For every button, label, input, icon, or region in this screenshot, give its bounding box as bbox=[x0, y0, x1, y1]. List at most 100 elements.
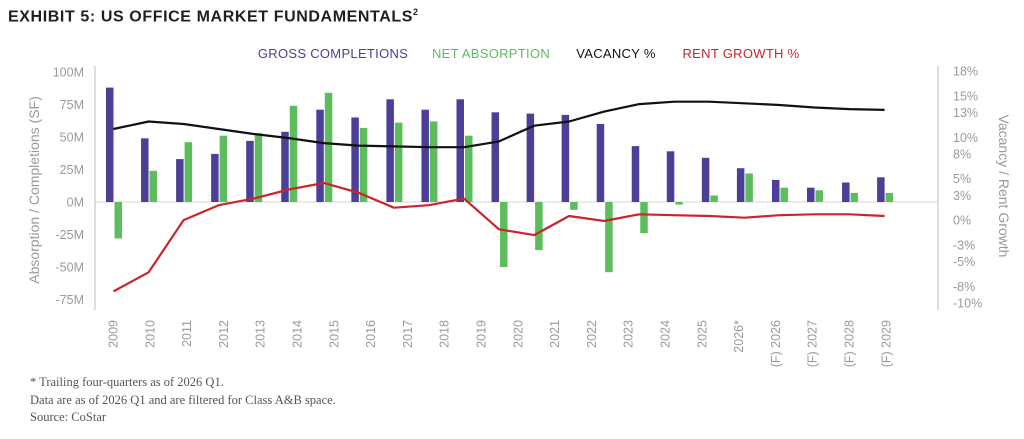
completions-bar bbox=[456, 99, 464, 202]
completions-bar bbox=[877, 177, 885, 202]
absorption-bar bbox=[149, 170, 158, 202]
footnotes: * Trailing four-quarters as of 2026 Q1. … bbox=[30, 374, 336, 427]
right-tick-label: -10% bbox=[953, 297, 982, 311]
absorption-bar bbox=[359, 127, 368, 202]
x-tick-label: 2009 bbox=[107, 320, 121, 348]
bar-marks bbox=[106, 87, 894, 273]
absorption-bar bbox=[289, 105, 298, 202]
absorption-bar bbox=[675, 202, 683, 205]
absorption-bar bbox=[219, 135, 228, 202]
right-tick-label: 5% bbox=[953, 172, 971, 186]
absorption-bar bbox=[324, 92, 333, 202]
absorption-bar bbox=[535, 202, 543, 251]
x-tick-label: 2014 bbox=[291, 320, 305, 348]
left-tick-label: 100M bbox=[53, 66, 84, 80]
x-tick-label: (F) 2027 bbox=[806, 320, 820, 367]
right-tick-label: 10% bbox=[953, 131, 978, 145]
completions-bar bbox=[491, 112, 500, 202]
x-tick-label: 2010 bbox=[143, 320, 157, 348]
x-tick-label: 2017 bbox=[401, 320, 415, 348]
completions-bar bbox=[211, 153, 219, 202]
footnote-filter: Data are as of 2026 Q1 and are filtered … bbox=[30, 392, 336, 407]
rent-growth-line bbox=[112, 181, 885, 293]
legend-net-absorption: NET ABSORPTION bbox=[432, 46, 550, 61]
completions-bar bbox=[421, 109, 429, 202]
x-tick-label: (F) 2029 bbox=[879, 320, 893, 367]
left-tick-label: 50M bbox=[60, 131, 84, 145]
absorption-bar bbox=[710, 195, 718, 202]
absorption-bar bbox=[605, 202, 613, 273]
x-tick-label: 2016 bbox=[364, 320, 378, 348]
completions-bar bbox=[736, 168, 745, 202]
footnote-source: Source: CoStar bbox=[30, 410, 107, 424]
absorption-bar bbox=[815, 190, 823, 202]
completions-bar bbox=[561, 114, 570, 202]
absorption-bar bbox=[429, 121, 438, 202]
absorption-bar bbox=[500, 202, 508, 267]
right-tick-labels: 18% 15% 13% 10% 8% 5% 3% 0% -3% -5% -8% -10% bbox=[953, 65, 982, 311]
absorption-bar bbox=[745, 173, 753, 202]
left-tick-label: -75M bbox=[56, 293, 84, 307]
left-axis-title: Absorption / Completions (SF) bbox=[26, 96, 42, 284]
legend-vacancy: VACANCY % bbox=[576, 46, 656, 61]
x-tick-label: 2019 bbox=[475, 320, 489, 348]
completions-bar bbox=[631, 146, 640, 202]
completions-bar bbox=[701, 157, 710, 202]
left-tick-label: 75M bbox=[60, 98, 84, 112]
chart-title-text: EXHIBIT 5: US OFFICE MARKET FUNDAMENTALS bbox=[8, 8, 414, 26]
chart-title: EXHIBIT 5: US OFFICE MARKET FUNDAMENTALS… bbox=[8, 7, 419, 26]
x-tick-label: 2013 bbox=[254, 320, 268, 348]
right-tick-label: -5% bbox=[953, 255, 975, 269]
completions-bar bbox=[176, 159, 184, 202]
x-tick-label: 2026* bbox=[732, 320, 746, 353]
absorption-bar bbox=[570, 202, 578, 210]
completions-bar bbox=[316, 109, 324, 202]
left-tick-labels: 100M 75M 50M 25M 0M -25M -50M -75M bbox=[53, 66, 84, 308]
absorption-bar bbox=[114, 202, 122, 239]
completions-bar bbox=[351, 117, 359, 202]
x-tick-label: 2015 bbox=[327, 320, 341, 348]
footnote-trailing: * Trailing four-quarters as of 2026 Q1. bbox=[30, 375, 224, 389]
right-tick-label: 15% bbox=[953, 89, 978, 103]
legend-gross-completions: GROSS COMPLETIONS bbox=[258, 46, 408, 61]
completions-bar bbox=[141, 138, 149, 202]
x-tick-label: 2011 bbox=[180, 320, 194, 347]
office-market-chart: GROSS COMPLETIONS NET ABSORPTION VACANCY… bbox=[26, 46, 1012, 367]
line-marks bbox=[112, 100, 885, 293]
x-tick-label: 2024 bbox=[659, 320, 673, 348]
x-tick-labels: 2009 2010 2011 2012 2013 2014 2015 2016 2017 2018… bbox=[107, 320, 894, 367]
absorption-bar bbox=[394, 122, 403, 202]
x-tick-label: 2025 bbox=[695, 320, 709, 348]
x-tick-label: (F) 2026 bbox=[769, 320, 783, 367]
completions-bar bbox=[596, 124, 605, 202]
absorption-bar bbox=[885, 192, 894, 202]
x-tick-label: 2018 bbox=[438, 320, 452, 348]
x-tick-label: (F) 2028 bbox=[843, 320, 857, 367]
left-tick-label: -50M bbox=[56, 261, 84, 275]
absorption-bar bbox=[640, 202, 648, 234]
x-tick-label: 2012 bbox=[217, 320, 231, 348]
absorption-bar bbox=[780, 187, 788, 202]
right-tick-label: 8% bbox=[953, 147, 971, 161]
completions-bar bbox=[386, 99, 394, 202]
right-axis-title: Vacancy / Rent Growth bbox=[996, 115, 1012, 258]
absorption-bar bbox=[254, 133, 263, 202]
absorption-bar bbox=[850, 192, 859, 202]
right-tick-label: -3% bbox=[953, 239, 975, 253]
right-tick-label: 18% bbox=[953, 65, 978, 79]
completions-bar bbox=[666, 151, 675, 202]
right-tick-label: 13% bbox=[953, 106, 978, 120]
completions-bar bbox=[281, 131, 289, 202]
right-tick-label: 3% bbox=[953, 189, 971, 203]
left-tick-label: -25M bbox=[56, 228, 84, 242]
completions-bar bbox=[807, 187, 815, 202]
x-tick-label: 2023 bbox=[622, 320, 636, 348]
absorption-bar bbox=[184, 142, 193, 202]
left-tick-label: 25M bbox=[60, 163, 84, 177]
completions-bar bbox=[842, 182, 850, 202]
x-tick-label: 2021 bbox=[548, 320, 562, 348]
completions-bar bbox=[526, 113, 535, 202]
completions-bar bbox=[106, 87, 114, 202]
x-tick-label: 2020 bbox=[511, 320, 525, 348]
right-tick-label: 0% bbox=[953, 214, 971, 228]
